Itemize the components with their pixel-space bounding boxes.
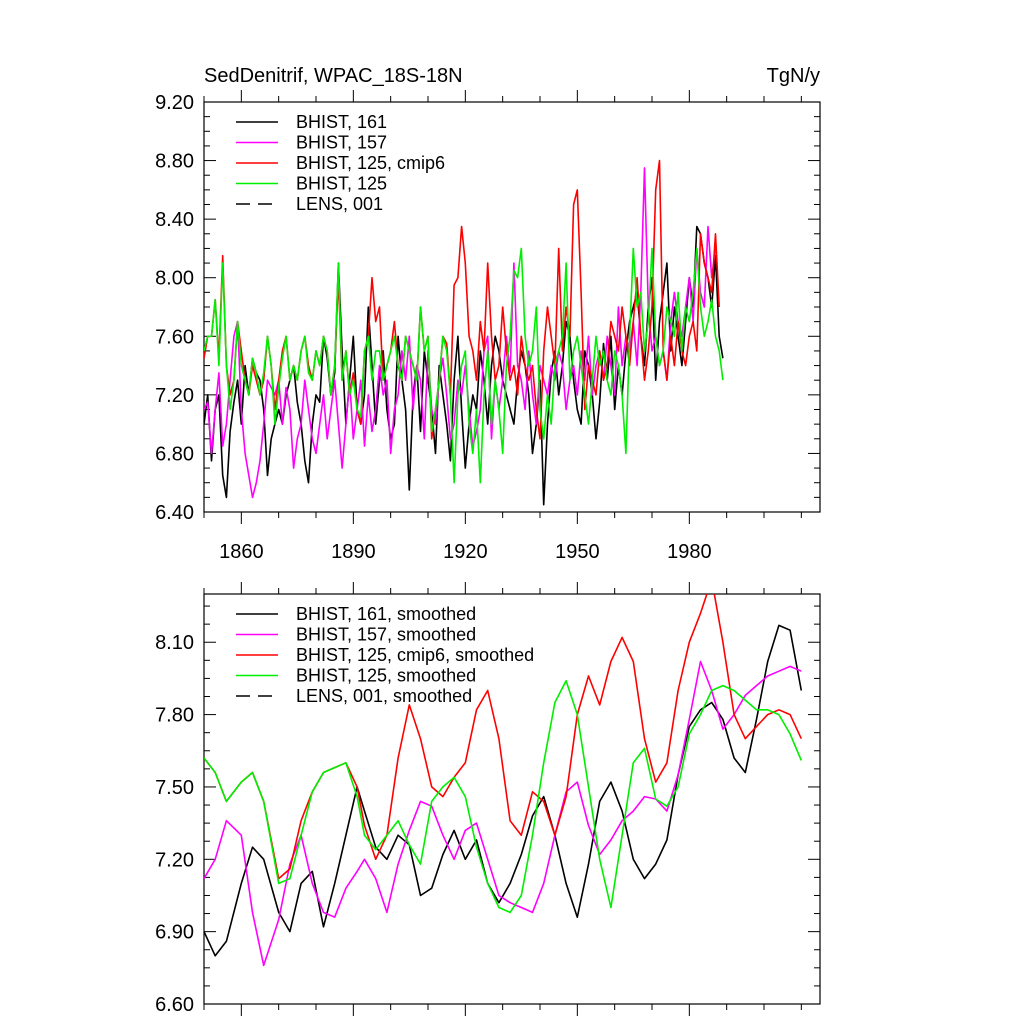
legend-label: BHIST, 125, cmip6 (296, 153, 445, 173)
chart-title: SedDenitrif, WPAC_18S-18N (204, 65, 463, 87)
legend-label: LENS, 001 (296, 194, 383, 214)
legend-label: LENS, 001, smoothed (296, 686, 472, 706)
plot-frame (203, 593, 821, 1005)
x-tick-label: 1950 (555, 541, 600, 563)
series-line-bhist-125-smoothed (204, 679, 803, 914)
x-tick-label: 1980 (667, 541, 712, 563)
units-label: TgN/y (767, 65, 820, 87)
legend-label: BHIST, 125, cmip6, smoothed (296, 645, 534, 665)
legend-label: BHIST, 161, smoothed (296, 604, 476, 624)
y-tick-label: 6.60 (155, 994, 194, 1016)
legend-label: BHIST, 125 (296, 174, 387, 194)
x-tick-label: 1860 (219, 541, 264, 563)
y-tick-label: 8.80 (155, 151, 194, 173)
y-tick-label: 7.50 (155, 777, 194, 799)
top-panel: 6.40 6.80 7.20 7.60 8.00 8.40 8.80 9.20 1860 1890… (155, 90, 821, 563)
y-tick-label: 6.80 (155, 443, 194, 465)
series-line-bhist-157-smoothed (204, 660, 802, 967)
y-tick-label: 8.00 (155, 268, 194, 290)
y-tick-label: 7.20 (155, 849, 194, 871)
bottom-panel: 6.60 6.90 7.20 7.50 7.80 8.10 BHIST, 161, smoo… (155, 582, 821, 1016)
y-tick-label: 7.80 (155, 705, 194, 727)
y-tick-label: 6.40 (155, 502, 194, 524)
legend-label: BHIST, 161 (296, 112, 387, 132)
y-tick-label: 7.60 (155, 326, 194, 348)
series-line-bhist-125 (204, 247, 724, 484)
x-tick-label: 1890 (331, 541, 376, 563)
legend-label: BHIST, 125, smoothed (296, 666, 476, 686)
y-tick-label: 6.90 (155, 922, 194, 944)
y-tick-label: 8.10 (155, 632, 194, 654)
legend-label: BHIST, 157 (296, 133, 387, 153)
series-line-bhist-157 (204, 167, 717, 499)
legend-label: BHIST, 157, smoothed (296, 625, 476, 645)
y-tick-label: 7.20 (155, 385, 194, 407)
y-tick-label: 9.20 (155, 92, 194, 114)
x-tick-label: 1920 (443, 541, 488, 563)
y-tick-label: 8.40 (155, 209, 194, 231)
